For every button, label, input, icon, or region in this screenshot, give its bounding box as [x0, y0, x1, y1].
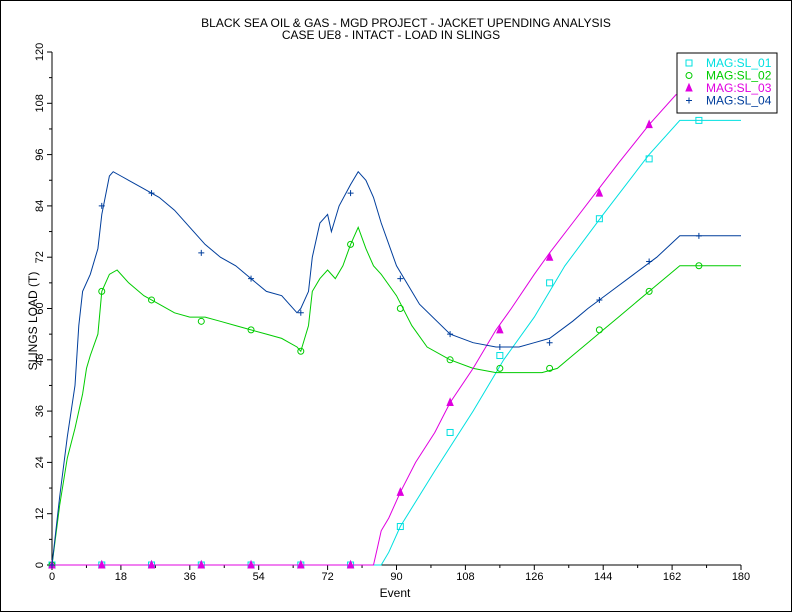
series-point [147, 559, 156, 569]
legend-label: MAG:SL_04 [706, 94, 772, 108]
series-point [197, 317, 205, 325]
series-point [148, 296, 156, 304]
x-tick-label: 162 [663, 571, 681, 583]
series-point [396, 487, 405, 496]
series-point [595, 326, 603, 334]
series-point [645, 119, 653, 129]
series-4 [49, 170, 741, 568]
y-tick-label: 72 [34, 251, 46, 263]
legend-box [676, 52, 778, 114]
y-tick-label: 120 [34, 43, 46, 61]
series-point [546, 364, 554, 372]
series-point [447, 331, 454, 338]
series-point [645, 155, 653, 163]
series-point [446, 356, 454, 364]
series-point [396, 305, 404, 312]
x-tick-label: 90 [390, 571, 402, 583]
y-axis-label: SLINGS LOAD (T) [26, 272, 40, 371]
y-tick-label: 0 [34, 562, 46, 568]
series-point [685, 72, 693, 79]
y-tick-label: 24 [34, 456, 46, 468]
series-point [546, 279, 554, 287]
series-point [546, 339, 553, 346]
series-point [247, 326, 255, 334]
series-point [496, 352, 504, 360]
series-point [148, 190, 155, 197]
series-point [686, 97, 692, 104]
x-tick-label: 18 [115, 571, 127, 583]
series-point [595, 215, 603, 223]
series-point [297, 559, 305, 569]
series-3 [48, 89, 741, 569]
chart-subtitle: CASE UE8 - INTACT - LOAD IN SLINGS [282, 28, 500, 42]
axes: 0 18 36 54 72 90 108 126 144 162 180 0 12 24 36 48 60 72 8… [34, 43, 750, 583]
x-tick-label: 108 [456, 571, 474, 583]
x-tick-label: 144 [594, 571, 612, 583]
series-line [51, 225, 741, 566]
series-point [496, 343, 503, 350]
series-point [685, 59, 693, 67]
series-point [247, 559, 255, 569]
y-tick-label: 36 [34, 405, 46, 417]
chart-title: BLACK SEA OIL & GAS - MGD PROJECT - JACK… [201, 16, 611, 30]
series-line [52, 94, 741, 566]
series-point [297, 309, 304, 316]
series-point [695, 262, 703, 270]
series-point [197, 559, 206, 569]
series-point [347, 240, 355, 248]
series-point [695, 116, 703, 124]
series-point [49, 562, 55, 568]
legend-label: MAG:SL_03 [706, 81, 772, 95]
x-axis-label: Event [380, 586, 411, 600]
series-point [297, 347, 305, 355]
y-tick-label: 48 [34, 354, 46, 366]
series-point [98, 202, 105, 209]
series-point [595, 187, 604, 197]
series-point [496, 324, 504, 334]
series-point [446, 428, 454, 436]
series-point [347, 190, 354, 197]
series-point [198, 249, 205, 256]
y-tick-label: 96 [34, 148, 46, 160]
series-point [596, 296, 603, 303]
series-point [646, 258, 653, 265]
series-point [685, 82, 693, 92]
series-line [52, 119, 741, 566]
series-1 [48, 116, 741, 569]
x-tick-label: 72 [321, 571, 333, 583]
series-point [695, 232, 702, 239]
x-tick-label: 180 [732, 571, 750, 583]
series-point [248, 275, 255, 282]
series-2 [48, 225, 741, 569]
x-tick-label: 36 [184, 571, 196, 583]
series-point [446, 397, 454, 407]
series-point [397, 275, 404, 282]
series-layer [48, 89, 741, 569]
series-point [545, 251, 554, 261]
series-point [396, 523, 404, 531]
legend-label: MAG:SL_02 [706, 69, 772, 83]
y-tick-label: 12 [34, 508, 46, 520]
series-point [645, 287, 653, 295]
y-tick-label: 108 [34, 94, 46, 112]
y-tick-label: 84 [34, 200, 46, 212]
series-line [51, 170, 741, 566]
x-tick-label: 54 [253, 571, 265, 583]
legend-label: MAG:SL_01 [706, 56, 772, 70]
series-point [496, 364, 504, 372]
x-tick-label: 0 [49, 571, 55, 583]
series-point [98, 287, 106, 295]
series-point [98, 559, 106, 569]
x-tick-label: 126 [525, 571, 543, 583]
series-point [346, 559, 355, 569]
y-tick-label: 60 [34, 302, 46, 314]
